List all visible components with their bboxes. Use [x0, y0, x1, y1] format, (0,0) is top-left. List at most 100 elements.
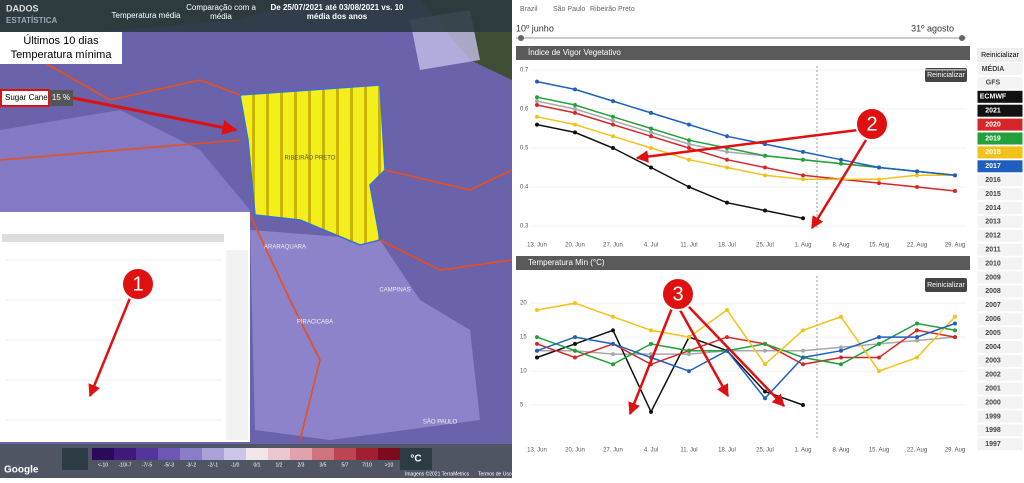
data-point	[877, 177, 881, 182]
sidebar-item[interactable]	[976, 353, 1024, 368]
legend-bin	[224, 448, 246, 460]
sidebar-item[interactable]	[976, 159, 1024, 174]
sidebar-item[interactable]	[976, 395, 1024, 410]
slider-handle[interactable]	[518, 35, 524, 41]
footer-text: Termos de Uso	[478, 471, 512, 477]
legend-bin	[114, 448, 136, 460]
data-point	[763, 341, 767, 346]
data-point	[953, 335, 957, 340]
data-point	[649, 134, 653, 139]
map-region	[250, 230, 480, 440]
sidebar-item[interactable]	[976, 423, 1024, 438]
data-point	[649, 328, 653, 333]
share-button[interactable]	[62, 448, 88, 470]
sidebar-item[interactable]	[976, 312, 1024, 327]
tab-text: Comparação com a média	[186, 3, 256, 21]
data-point	[687, 122, 691, 127]
data-point	[915, 355, 919, 360]
sidebar-item[interactable]	[976, 187, 1024, 202]
google-logo: Google	[4, 465, 39, 476]
tab-text: De 25/07/2021 até 03/08/2021 vs. 10 médi…	[270, 3, 404, 21]
series-line	[536, 322, 956, 400]
series-line	[536, 123, 804, 220]
x-tick-label: 4. Jul	[644, 243, 658, 249]
sidebar-item[interactable]	[976, 284, 1024, 299]
y-tick-label: 0.6	[520, 107, 529, 113]
sidebar-item[interactable]	[976, 298, 1024, 313]
sidebar-item[interactable]	[976, 131, 1024, 146]
series-line	[536, 116, 955, 180]
sidebar-button[interactable]	[977, 48, 1023, 62]
data-point	[535, 335, 539, 340]
sidebar-item-label: 2010	[985, 260, 1001, 267]
breadcrumb[interactable]: Ribeirão Preto	[590, 6, 635, 13]
data-point	[763, 389, 767, 394]
sidebar-item-label: 2009	[985, 274, 1001, 281]
place-label: ARARAQUARA	[264, 245, 306, 251]
x-tick-label: 8. Aug	[832, 448, 849, 454]
sidebar-item-label: 2018	[985, 149, 1001, 156]
data-point	[839, 161, 843, 166]
place-label: SÃO PAULO	[423, 419, 458, 426]
data-point	[915, 338, 919, 343]
data-point	[611, 134, 615, 139]
sidebar-item[interactable]	[976, 228, 1024, 243]
crop-value-box	[49, 90, 73, 106]
sidebar-item[interactable]	[976, 89, 1024, 104]
reset-button[interactable]	[925, 278, 967, 292]
tab[interactable]: Comparação com a média	[185, 3, 257, 31]
legend-bin-label: 3/5	[320, 462, 327, 468]
sidebar-item[interactable]	[976, 214, 1024, 229]
data-point	[687, 142, 691, 147]
slider-handle[interactable]	[959, 35, 965, 41]
data-point	[535, 103, 539, 108]
sidebar-item[interactable]	[976, 270, 1024, 285]
data-point	[953, 188, 957, 193]
overlay-box	[0, 32, 122, 64]
data-point	[801, 362, 805, 367]
data-point	[915, 173, 919, 178]
x-tick-label: 11. Jul	[680, 243, 697, 249]
sidebar-item[interactable]	[976, 75, 1024, 90]
date-end[interactable]: 31º agosto	[911, 23, 954, 33]
sidebar-item[interactable]	[976, 326, 1024, 341]
x-tick-label: 13. Jun	[527, 448, 547, 454]
tab[interactable]: Temperatura média	[112, 11, 181, 20]
sidebar-item[interactable]	[976, 173, 1024, 188]
date-start[interactable]: 10º junho	[516, 23, 554, 33]
sidebar-item-label: 2015	[985, 191, 1001, 198]
data-point	[687, 185, 691, 190]
breadcrumb[interactable]: São Paulo	[553, 6, 585, 13]
sidebar-item[interactable]	[976, 103, 1024, 118]
legend-bin-label: -7/-5	[142, 462, 153, 468]
data-point	[649, 130, 653, 135]
data-point	[877, 341, 881, 346]
sidebar-item[interactable]	[976, 437, 1024, 452]
data-point	[915, 321, 919, 326]
sidebar-item[interactable]	[976, 340, 1024, 354]
data-point	[535, 95, 539, 100]
sidebar-item[interactable]	[976, 242, 1024, 257]
sidebar-item[interactable]	[976, 201, 1024, 215]
data-point	[725, 149, 729, 154]
tab[interactable]: De 25/07/2021 até 03/08/2021 vs. 10 médi…	[262, 3, 412, 31]
sidebar-item[interactable]	[976, 367, 1024, 382]
sidebar-item-label: 2020	[985, 121, 1001, 128]
x-tick-label: 15. Aug	[869, 243, 889, 249]
crop-value: 15 %	[52, 93, 70, 102]
reset-button[interactable]	[925, 68, 967, 82]
sidebar-item-label: 2013	[985, 219, 1001, 226]
sidebar-item[interactable]	[976, 381, 1024, 396]
x-tick-label: 20. Jun	[565, 448, 585, 454]
annotation-arrows	[88, 128, 868, 416]
x-tick-label: 25. Jul	[756, 448, 774, 454]
data-point	[839, 362, 843, 367]
sidebar-item[interactable]	[976, 62, 1024, 76]
breadcrumb[interactable]: Brazil	[520, 6, 538, 13]
sidebar-item[interactable]	[976, 256, 1024, 271]
data-point	[801, 177, 805, 182]
sidebar-item[interactable]	[976, 117, 1024, 132]
sidebar-item[interactable]	[976, 409, 1024, 424]
sidebar-item[interactable]	[976, 145, 1024, 160]
